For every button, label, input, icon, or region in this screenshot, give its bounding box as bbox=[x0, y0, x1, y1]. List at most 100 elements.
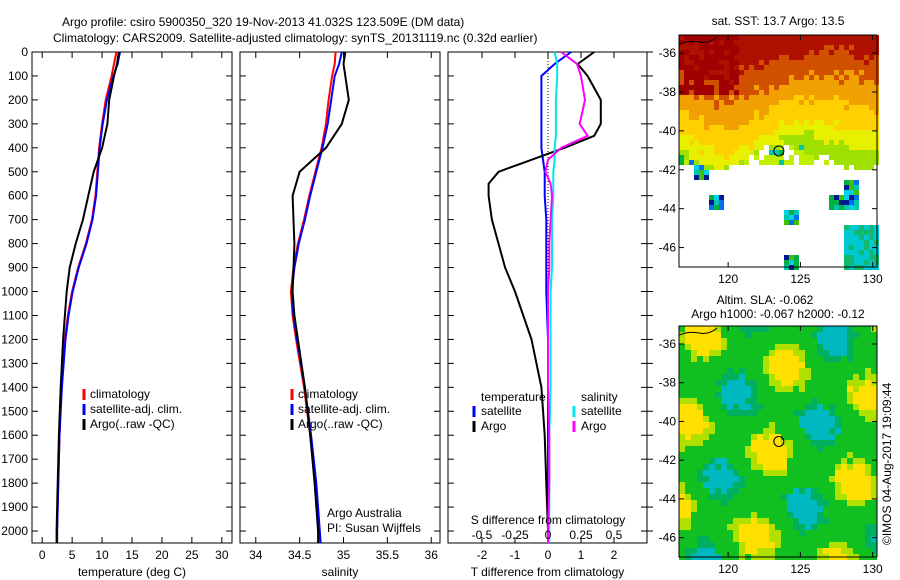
heatmap-cell bbox=[751, 536, 757, 542]
heatmap-cell bbox=[751, 476, 757, 482]
heatmap-cell bbox=[844, 155, 849, 160]
heatmap-cell bbox=[859, 45, 864, 50]
heatmap-cell bbox=[811, 344, 817, 350]
heatmap-cell bbox=[829, 506, 835, 512]
heatmap-cell bbox=[854, 135, 859, 140]
heatmap-cell bbox=[691, 332, 697, 338]
heatmap-cell bbox=[734, 105, 739, 110]
heatmap-cell bbox=[715, 488, 721, 494]
heatmap-cell bbox=[745, 404, 751, 410]
heatmap-cell bbox=[685, 422, 691, 428]
heatmap-cell bbox=[835, 422, 841, 428]
heatmap-cell bbox=[844, 105, 849, 110]
heatmap-cell bbox=[757, 386, 763, 392]
heatmap-cell bbox=[784, 70, 789, 75]
heatmap-cell bbox=[745, 434, 751, 440]
heatmap-cell bbox=[704, 85, 709, 90]
heatmap-cell bbox=[759, 60, 764, 65]
heatmap-cell bbox=[727, 428, 733, 434]
heatmap-cell bbox=[679, 500, 685, 506]
heatmap-cell bbox=[841, 404, 847, 410]
heatmap-cell bbox=[775, 548, 781, 554]
heatmap-cell bbox=[781, 452, 787, 458]
heatmap-cell bbox=[829, 410, 835, 416]
heatmap-cell bbox=[779, 95, 784, 100]
heatmap-cell bbox=[724, 75, 729, 80]
heatmap-cell bbox=[739, 344, 745, 350]
heatmap-cell bbox=[835, 356, 841, 362]
heatmap-cell bbox=[864, 45, 869, 50]
heatmap-cell bbox=[793, 482, 799, 488]
heatmap-cell bbox=[729, 105, 734, 110]
heatmap-cell bbox=[709, 60, 714, 65]
heatmap-cell bbox=[853, 362, 859, 368]
heatmap-cell bbox=[859, 446, 865, 452]
heatmap-cell bbox=[853, 368, 859, 374]
heatmap-cell bbox=[724, 70, 729, 75]
heatmap-cell bbox=[829, 470, 835, 476]
heatmap-cell bbox=[823, 386, 829, 392]
heatmap-cell bbox=[849, 195, 854, 200]
heatmap-cell bbox=[811, 440, 817, 446]
heatmap-cell bbox=[811, 464, 817, 470]
heatmap-cell bbox=[844, 180, 849, 185]
heatmap-cell bbox=[724, 90, 729, 95]
heatmap-cell bbox=[805, 542, 811, 548]
heatmap-cell bbox=[703, 374, 709, 380]
heatmap-cell bbox=[841, 506, 847, 512]
heatmap-cell bbox=[844, 145, 849, 150]
heatmap-cell bbox=[834, 150, 839, 155]
heatmap-cell bbox=[799, 130, 804, 135]
x2-tick-label: -0.5 bbox=[472, 528, 493, 542]
heatmap-cell bbox=[775, 464, 781, 470]
heatmap-cell bbox=[703, 542, 709, 548]
heatmap-cell bbox=[757, 392, 763, 398]
heatmap-cell bbox=[694, 105, 699, 110]
heatmap-cell bbox=[714, 45, 719, 50]
legend-label: Argo(..raw -QC) bbox=[90, 417, 175, 431]
heatmap-cell bbox=[754, 55, 759, 60]
heatmap-cell bbox=[849, 225, 854, 230]
heatmap-cell bbox=[839, 85, 844, 90]
heatmap-cell bbox=[684, 35, 689, 40]
heatmap-cell bbox=[739, 155, 744, 160]
heatmap-cell bbox=[811, 530, 817, 536]
heatmap-cell bbox=[824, 110, 829, 115]
heatmap-cell bbox=[685, 386, 691, 392]
heatmap-cell bbox=[864, 80, 869, 85]
heatmap-cell bbox=[871, 368, 877, 374]
heatmap-cell bbox=[849, 50, 854, 55]
heatmap-cell bbox=[781, 404, 787, 410]
heatmap-cell bbox=[714, 195, 719, 200]
heatmap-cell bbox=[709, 482, 715, 488]
heatmap-cell bbox=[817, 518, 823, 524]
heatmap-cell bbox=[719, 195, 724, 200]
heatmap-cell bbox=[787, 356, 793, 362]
heatmap-cell bbox=[849, 250, 854, 255]
heatmap-cell bbox=[691, 410, 697, 416]
heatmap-cell bbox=[697, 446, 703, 452]
heatmap-cell bbox=[724, 105, 729, 110]
heatmap-cell bbox=[854, 85, 859, 90]
heatmap-cell bbox=[724, 165, 729, 170]
heatmap-cell bbox=[721, 494, 727, 500]
heatmap-cell bbox=[869, 225, 874, 230]
heatmap-cell bbox=[784, 260, 789, 265]
heatmap-cell bbox=[835, 428, 841, 434]
heatmap-cell bbox=[819, 80, 824, 85]
heatmap-cell bbox=[841, 362, 847, 368]
heatmap-cell bbox=[817, 422, 823, 428]
heatmap-cell bbox=[757, 374, 763, 380]
heatmap-cell bbox=[829, 356, 835, 362]
heatmap-cell bbox=[835, 416, 841, 422]
legend-label: climatology bbox=[90, 387, 150, 401]
heatmap-cell bbox=[853, 464, 859, 470]
heatmap-cell bbox=[829, 85, 834, 90]
heatmap-cell bbox=[727, 524, 733, 530]
heatmap-cell bbox=[715, 506, 721, 512]
heatmap-cell bbox=[769, 362, 775, 368]
heatmap-cell bbox=[809, 80, 814, 85]
heatmap-cell bbox=[774, 125, 779, 130]
x-tick-label: -2 bbox=[477, 548, 488, 562]
heatmap-cell bbox=[811, 392, 817, 398]
